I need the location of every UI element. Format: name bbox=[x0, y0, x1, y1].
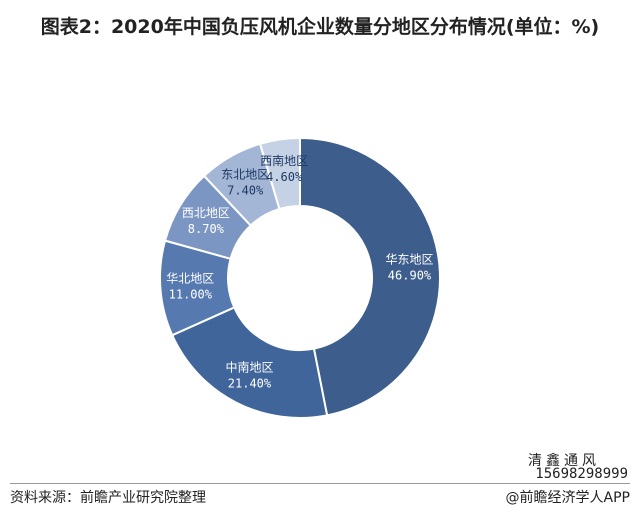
slice-label-0: 华东地区 bbox=[385, 252, 433, 266]
handwritten-signature-phone: 15698298999 bbox=[535, 466, 628, 482]
footer-divider bbox=[10, 483, 630, 484]
slice-0 bbox=[299, 136, 441, 417]
slice-value-3: 8.70% bbox=[188, 222, 225, 236]
slice-label-3: 西北地区 bbox=[182, 206, 230, 220]
slice-value-4: 7.40% bbox=[227, 184, 264, 198]
slice-label-4: 东北地区 bbox=[221, 168, 269, 182]
slice-value-2: 11.00% bbox=[169, 287, 213, 301]
slice-value-5: 4.60% bbox=[266, 170, 303, 184]
slice-1 bbox=[170, 306, 329, 419]
credit-note: @前瞻经济学人APP bbox=[505, 490, 630, 506]
handwritten-signature-name: 清鑫通风 bbox=[528, 453, 600, 469]
slice-label-1: 中南地区 bbox=[225, 360, 273, 375]
slice-label-5: 西南地区 bbox=[260, 153, 308, 168]
slice-value-0: 46.90% bbox=[388, 268, 432, 282]
chart-title: 图表2：2020年中国负压风机企业数量分地区分布情况(单位：%) bbox=[40, 16, 600, 38]
slice-value-1: 21.40% bbox=[228, 377, 272, 391]
source-note: 资料来源：前瞻产业研究院整理 bbox=[10, 490, 206, 506]
slice-label-2: 华北地区 bbox=[166, 271, 214, 285]
slice-5 bbox=[258, 136, 301, 211]
